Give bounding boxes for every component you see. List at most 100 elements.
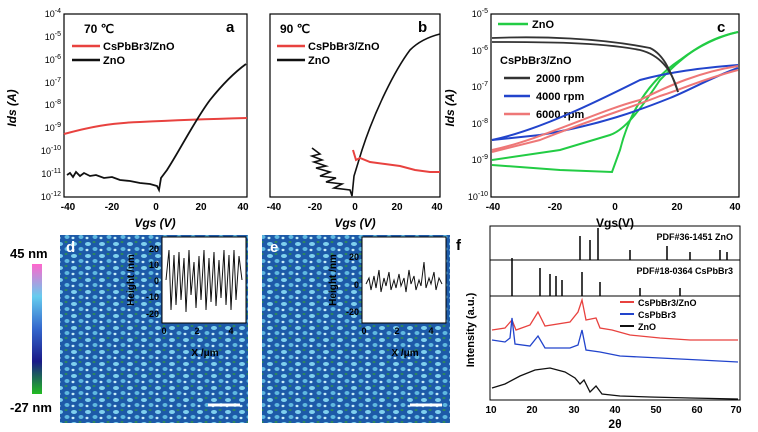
panel-b-temp: 90 ℃ [280,22,310,36]
panel-a-xtick: -20 [105,202,120,213]
panel-f-main-frame [489,295,741,401]
panel-f-xtick: 40 [609,405,621,416]
panel-b-frame [269,13,441,198]
panel-c-legend-2: 4000 rpm [536,91,585,103]
panel-a-xtick: -40 [61,202,76,213]
panel-f-legend-3: ZnO [638,322,656,332]
panel-f-ref2-label: PDF#18-0364 CsPbBr3 [636,266,733,276]
panel-a-letter: a [226,19,235,36]
colorbar-gradient [32,264,42,394]
panel-b-series-red [352,149,440,173]
panel-a-ytick: 10-6 [45,54,61,65]
panel-f-ref1-sticks [579,228,728,260]
panel-b-xtick: -40 [267,202,282,213]
panel-f-xtick: 30 [568,405,580,416]
panel-d-inset-ytick: -10 [146,292,159,302]
panel-d-inset-xlabel: X /μm [191,348,218,359]
panel-f-series-blue [491,317,739,363]
panel-d-inset-ytick: -20 [146,309,159,319]
panel-c-xtick: -40 [486,202,501,213]
panel-c-ytick: 10-8 [472,118,488,129]
panel-e-inset-xlabel: X /μm [391,348,418,359]
panel-c-series-blue-fwd [491,64,739,141]
panel-b-xtick: 20 [391,202,403,213]
panel-c-xtick: -20 [548,202,563,213]
panel-f-legend-2: CsPbBr3 [638,310,676,320]
panel-b-letter: b [418,19,427,36]
panel-c: c ZnO CsPbBr3/ZnO 2000 rpm 4000 rpm 6000… [443,8,741,230]
panel-c-group-label: CsPbBr3/ZnO [500,55,572,67]
panel-e-inset-ytick: 0 [354,280,359,290]
colorbar-top-label: 45 nm [10,246,48,261]
panel-c-series-pink-rev [491,69,739,153]
panel-a-yticks: 10-4 10-5 10-6 10-7 10-8 10-9 10-10 10-1… [41,8,61,202]
panel-f-letter: f [456,237,462,254]
panel-a-ytick: 10-8 [45,99,61,110]
panel-a-series-black [66,63,247,193]
panel-d: d Height /nm 20 10 0 -10 -20 0 2 4 X /μm [60,235,248,423]
panel-b: b 90 ℃ CsPbBr3/ZnO ZnO -40 -20 0 20 40 V… [267,13,443,230]
panel-c-xtick: 40 [729,202,741,213]
panel-f-ylabel: Intensity (a.u.) [465,292,477,367]
panel-c-series-pink-fwd [491,65,739,151]
panel-f-xtick: 50 [650,405,662,416]
panel-e-inset-profile [365,261,443,293]
panel-e-inset-xtick: 0 [361,326,366,336]
panel-f: f PDF#36-1451 ZnO PDF#18-0364 CsPbBr3 [456,225,742,431]
panel-f-xtick: 70 [730,405,742,416]
panel-c-legend-top: ZnO [532,19,554,31]
panel-c-xlabel: Vgs(V) [596,216,634,230]
panel-c-xtick: 20 [671,202,683,213]
panel-e-inset-xtick: 4 [428,326,433,336]
panel-e-inset-ylabel: Height /nm [328,254,339,306]
panel-c-xtick: 0 [612,202,618,213]
panel-a-ytick: 10-11 [41,168,61,179]
panel-f-xlabel: 2θ [608,417,621,431]
panel-c-series-green-fwd [491,31,739,174]
panel-b-legend-2: ZnO [308,55,330,67]
panel-a-xtick: 40 [237,202,249,213]
panel-a-ytick: 10-9 [45,122,61,133]
panel-c-letter: c [717,19,725,36]
panel-e-letter: e [270,239,278,256]
panel-f-ref2-sticks [511,258,681,296]
panel-d-inset-ytick: 0 [154,276,159,286]
panel-b-xtick: 0 [352,202,358,213]
panel-a-frame [63,13,248,198]
colorbar-bottom-label: -27 nm [10,400,52,415]
panel-a-temp: 70 ℃ [84,22,114,36]
panel-f-series-red [491,297,738,341]
panel-a-xlabel: Vgs (V) [134,216,175,230]
panel-a-ylabel: Ids (A) [5,89,19,126]
panel-d-inset-ytick: 10 [149,260,159,270]
panel-f-xtick: 20 [526,405,538,416]
panel-b-xtick: -20 [308,202,323,213]
panel-f-series-black [491,367,739,400]
colorbar: 45 nm -27 nm [10,246,52,415]
panel-a-ytick: 10-7 [45,77,61,88]
panel-e-inset-ytick: -20 [346,307,359,317]
panel-c-series-gray-rev [491,41,679,93]
panel-c-ytick: 10-6 [472,45,488,56]
panel-a-legend-1: CsPbBr3/ZnO [103,41,175,53]
panel-a-ytick: 10-5 [45,31,61,42]
panel-f-legend-1: CsPbBr3/ZnO [638,298,697,308]
panel-d-inset-ylabel: Height /nm [126,254,137,306]
panel-c-series-blue-rev [491,67,739,141]
panel-d-inset-xtick: 4 [228,326,233,336]
panel-a-ytick: 10-12 [41,191,61,202]
panel-d-inset-xtick: 2 [194,326,199,336]
panel-c-series-green-rev [491,31,739,161]
panel-c-ylabel: Ids (A) [443,89,457,126]
panel-e-inset-ytick: 20 [349,252,359,262]
panel-d-inset-xtick: 0 [161,326,166,336]
panel-f-ref1-label: PDF#36-1451 ZnO [656,232,733,242]
panel-c-ytick: 10-5 [472,8,488,19]
panel-c-frame [490,13,740,198]
panel-f-xtick: 60 [691,405,703,416]
panel-d-inset-ytick: 20 [149,244,159,254]
panel-a-ytick: 10-10 [41,145,61,156]
panel-b-series-black [309,33,441,197]
panel-c-ytick: 10-7 [472,81,488,92]
